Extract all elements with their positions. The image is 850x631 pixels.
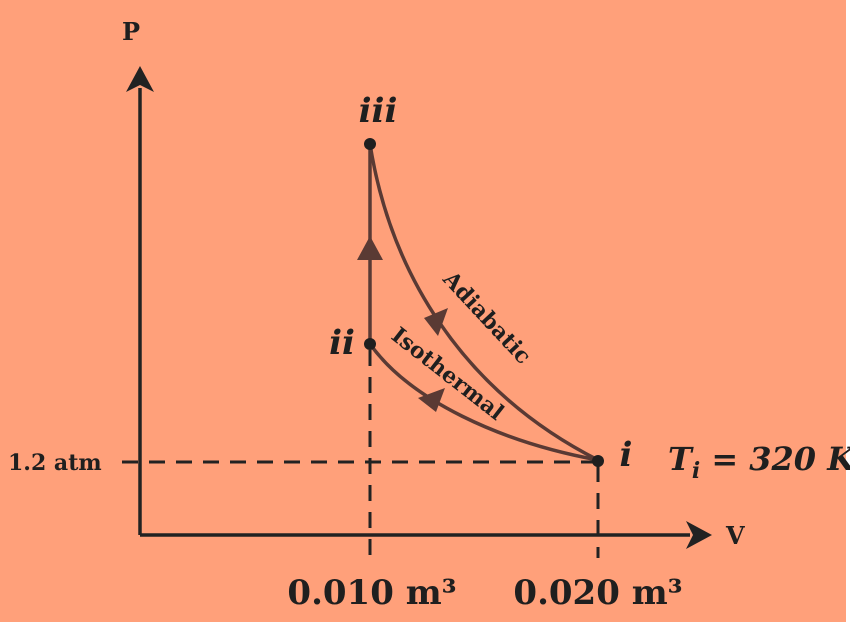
volume-2-tick-label: 0.020 m³ [513, 573, 682, 613]
isochoric-arrow-icon [357, 236, 383, 260]
state-point-i [592, 455, 604, 467]
pressure-tick-label: 1.2 atm [8, 450, 102, 476]
volume-1-tick-label: 0.010 m³ [287, 573, 456, 613]
state-label-i: i [620, 435, 633, 475]
y-axis-label: P [122, 17, 140, 46]
isothermal-arrow-icon [418, 388, 445, 412]
state-point-iii [364, 138, 376, 150]
x-axis-arrow-icon [686, 521, 712, 549]
state-label-iii: iii [359, 91, 398, 131]
temperature-annotation: Ti = 320 K [668, 440, 850, 484]
temperature-value: = 320 K [700, 440, 850, 478]
y-axis-arrow-icon [126, 66, 154, 92]
adiabatic-arrow-icon [424, 308, 448, 336]
state-point-ii [364, 338, 376, 350]
x-axis-label: V [725, 521, 745, 550]
temperature-subscript: i [692, 458, 700, 484]
isothermal-curve [368, 342, 599, 462]
temperature-symbol: T [668, 440, 694, 478]
state-label-ii: ii [329, 323, 355, 363]
